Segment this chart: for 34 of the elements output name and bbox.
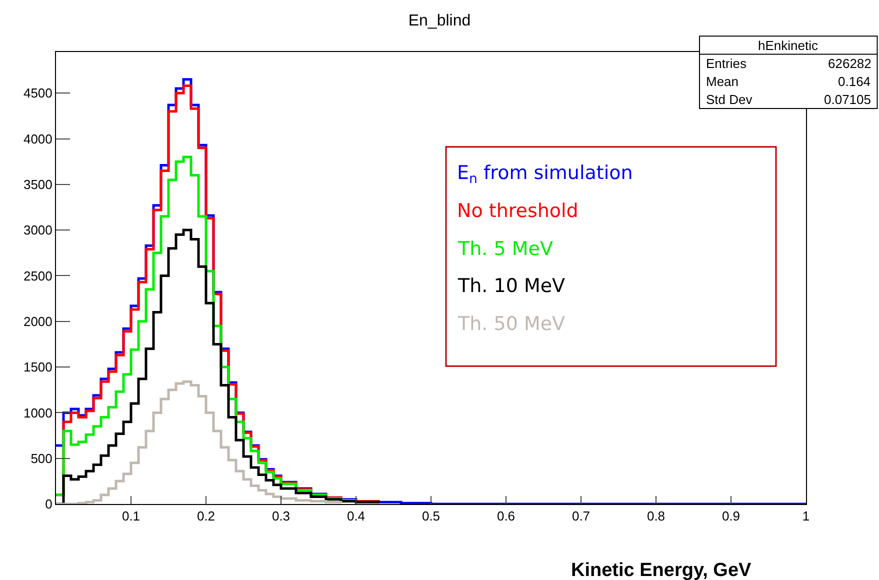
x-tick-label: 0.6 — [496, 508, 516, 524]
y-tick-label: 1000 — [23, 405, 52, 420]
text: Th. 50 MeV — [457, 313, 566, 335]
x-tick-label: 0.9 — [722, 508, 740, 524]
y-tick-label: 2500 — [23, 268, 52, 284]
text: 0.164 — [838, 74, 871, 89]
x-tick-label: 0.1 — [122, 508, 140, 524]
y-tick-label: 4000 — [23, 131, 52, 146]
x-tick-label: 1 — [802, 508, 810, 524]
text: No threshold — [457, 200, 578, 222]
text: 0.07105 — [824, 92, 871, 107]
y-tick-label: 1500 — [23, 360, 52, 375]
annotation: Std Dev — [706, 92, 753, 107]
x-tick-label: 0.4 — [346, 508, 366, 524]
x-axis-title: Kinetic Energy, GeV — [571, 560, 752, 580]
x-tick-label: 0.7 — [572, 508, 590, 524]
text: Th. 5 MeV — [457, 238, 553, 260]
chart-title: En_blind — [408, 12, 471, 30]
annotation: hEnkinetic — [758, 38, 818, 53]
annotation: Entries — [706, 56, 747, 71]
y-tick-label: 0 — [45, 496, 52, 512]
y-tick-label: 3500 — [23, 176, 52, 192]
text: Th. 10 MeV — [457, 275, 566, 297]
y-tick-label: 3000 — [23, 222, 52, 238]
x-tick-label: 0.5 — [422, 508, 440, 524]
text: E$_{n}$ from simulation — [457, 162, 633, 187]
y-tick-label: 500 — [30, 450, 52, 466]
annotation: Mean — [706, 74, 739, 89]
y-tick-label: 2000 — [23, 314, 52, 329]
y-tick-label: 4500 — [23, 86, 52, 101]
x-tick-label: 0.3 — [272, 508, 290, 524]
x-tick-label: 0.2 — [196, 508, 216, 524]
text: 626282 — [828, 56, 872, 71]
x-tick-label: 0.8 — [646, 508, 666, 524]
